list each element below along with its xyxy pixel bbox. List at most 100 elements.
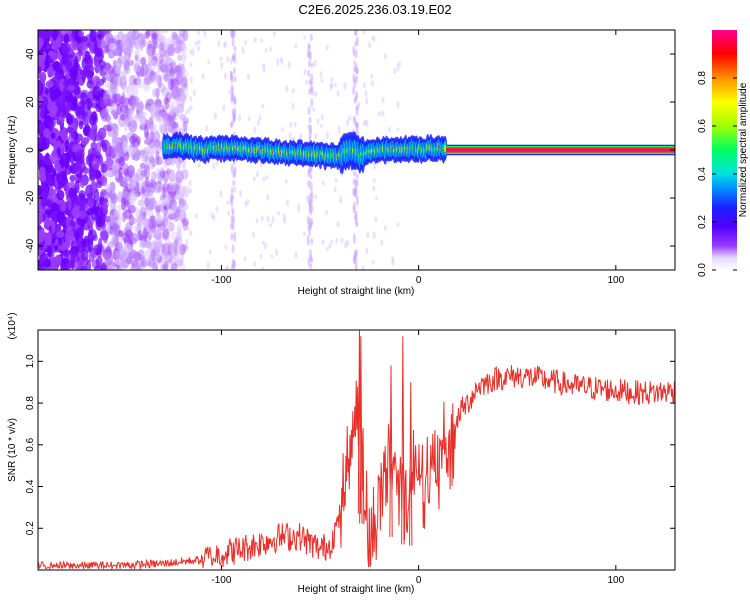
heatmap-cell (170, 61, 177, 75)
heatmap-cell (159, 41, 167, 48)
heatmap-cell (169, 100, 178, 113)
heatmap-cell (158, 256, 164, 264)
heatmap-cell (157, 59, 162, 73)
heatmap-cell (293, 121, 297, 127)
heatmap-cell (321, 180, 325, 186)
heatmap-streak (308, 116, 312, 124)
heatmap-streak (352, 205, 356, 214)
heatmap-cell (160, 263, 168, 270)
heatmap-cell (158, 108, 167, 118)
heatmap-cell (151, 52, 160, 62)
heatmap-cell (156, 255, 165, 262)
heatmap-cell (171, 120, 177, 129)
heatmap-cell (111, 109, 117, 117)
heatmap-cell (92, 86, 99, 99)
heatmap-cell (165, 92, 172, 103)
heatmap-cell (370, 74, 374, 79)
heatmap-cell (270, 254, 274, 259)
heatmap-cell (155, 108, 162, 121)
heatmap-cell (173, 212, 178, 223)
heatmap-cell (162, 198, 170, 205)
heatmap-cell (46, 30, 53, 38)
heatmap-cell (71, 95, 78, 108)
heatmap-cell (261, 103, 265, 109)
heatmap-cell (170, 85, 179, 99)
heatmap-cell (170, 198, 176, 205)
heatmap-cell (70, 180, 75, 188)
heatmap-cell (189, 95, 193, 102)
heatmap-cell (197, 162, 201, 168)
heatmap-streak (354, 40, 358, 47)
heatmap-cell (174, 183, 181, 190)
heatmap-cell (181, 186, 190, 198)
heatmap-cell (181, 115, 188, 128)
heatmap-cell (161, 35, 166, 43)
heatmap-cell (145, 119, 150, 131)
heatmap-cell (166, 114, 174, 122)
heatmap-cell (180, 262, 186, 270)
heatmap-cell (129, 249, 138, 259)
heatmap-streak (232, 67, 236, 75)
heatmap-cell (168, 244, 177, 258)
heatmap-cell (127, 182, 135, 190)
heatmap-cell (177, 54, 183, 62)
heatmap-cell (156, 33, 163, 42)
heatmap-cell (170, 256, 176, 266)
heatmap-cell (175, 235, 183, 245)
heatmap-cell (82, 125, 92, 136)
heatmap-cell (222, 42, 226, 49)
heatmap-cell (154, 30, 164, 36)
heatmap-cell (174, 205, 183, 217)
heatmap-cell (294, 43, 298, 49)
heatmap-cell (56, 209, 65, 224)
heatmap-streak (233, 106, 237, 118)
heatmap-cell (156, 211, 161, 222)
heatmap-cell (169, 178, 175, 186)
heatmap-cell (178, 198, 187, 206)
heatmap-cell (60, 257, 70, 265)
heatmap-cell (365, 119, 369, 128)
heatmap-cell (276, 58, 280, 66)
heatmap-cell (161, 48, 166, 56)
heatmap-cell (41, 137, 47, 151)
heatmap-cell (152, 88, 157, 98)
heatmap-cell (226, 56, 230, 63)
heatmap-cell (128, 119, 138, 133)
heatmap-cell (239, 189, 243, 198)
heatmap-cell (147, 179, 157, 193)
heatmap-cell (280, 127, 284, 132)
heatmap-cell (134, 54, 139, 62)
heatmap-cell (325, 247, 329, 252)
heatmap-cell (337, 125, 341, 134)
heatmap-cell (112, 167, 120, 177)
heatmap-cell (176, 33, 185, 46)
heatmap-cell (380, 239, 384, 246)
heatmap-streak (231, 210, 235, 216)
heatmap-streak (309, 33, 313, 42)
snr-ytick-label: 0.4 (25, 479, 36, 493)
heatmap-cell (178, 228, 183, 239)
heatmap-cell (155, 254, 163, 264)
heatmap-cell (112, 222, 118, 233)
heatmap-cell (252, 176, 256, 182)
heatmap-cell (256, 171, 260, 178)
heatmap-cell (110, 192, 118, 204)
heatmap-cell (299, 133, 303, 140)
heatmap-cell (76, 217, 82, 225)
heatmap-cell (225, 264, 229, 270)
snr-spike (401, 336, 405, 545)
heatmap-cell (100, 188, 107, 197)
heatmap-streak (230, 120, 234, 128)
heatmap-streak (230, 75, 234, 84)
band-peak (446, 149, 675, 151)
heatmap-cell (117, 191, 123, 203)
heatmap-cell (124, 97, 129, 111)
heatmap-cell (162, 62, 168, 72)
heatmap-streak (307, 51, 311, 59)
heatmap-cell (181, 49, 187, 61)
heatmap-cell (151, 220, 156, 233)
heatmap-cell (334, 178, 338, 183)
heatmap-cell (185, 239, 189, 246)
heatmap-cell (135, 206, 140, 219)
heatmap-cell (152, 185, 158, 193)
